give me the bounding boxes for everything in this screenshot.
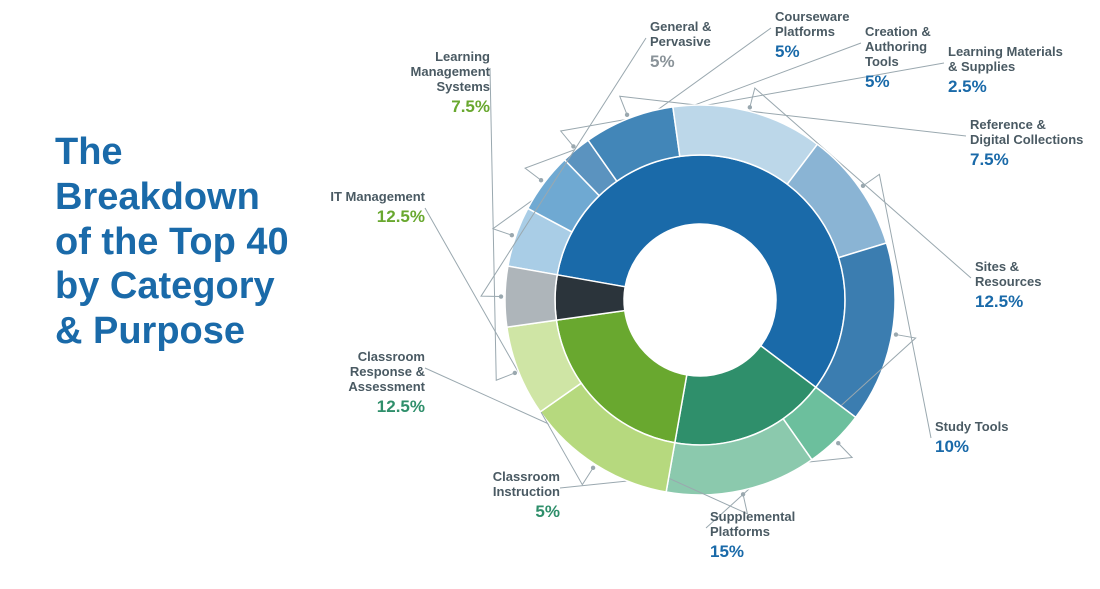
slice-name: Learning Management Systems <box>340 50 490 95</box>
sunburst-chart: Courseware Platforms5%Creation & Authori… <box>360 0 1100 589</box>
slice-label: Classroom Response & Assessment12.5% <box>275 350 425 416</box>
slice-name: Reference & Digital Collections <box>970 118 1100 148</box>
slice-label: General & Pervasive5% <box>650 20 800 71</box>
slice-percent: 5% <box>650 52 800 72</box>
slice-percent: 7.5% <box>340 97 490 117</box>
slice-label: Study Tools 10% <box>935 420 1085 456</box>
slice-name: Learning Materials & Supplies <box>948 45 1098 75</box>
slice-label: Reference & Digital Collections7.5% <box>970 118 1100 169</box>
slice-percent: 12.5% <box>975 292 1100 312</box>
slice-label: Sites & Resources12.5% <box>975 260 1100 311</box>
slice-percent: 7.5% <box>970 150 1100 170</box>
slice-name: IT Management <box>275 190 425 205</box>
slice-name: Classroom Response & Assessment <box>275 350 425 395</box>
slice-label: Classroom Instruction5% <box>410 470 560 521</box>
slice-name: Study Tools <box>935 420 1085 435</box>
slice-percent: 15% <box>710 542 860 562</box>
slice-name: Classroom Instruction <box>410 470 560 500</box>
slice-label: Learning Materials & Supplies2.5% <box>948 45 1098 96</box>
slice-label: Supplemental Platforms15% <box>710 510 860 561</box>
slice-percent: 10% <box>935 437 1085 457</box>
slice-label: IT Management 12.5% <box>275 190 425 226</box>
slice-name: Supplemental Platforms <box>710 510 860 540</box>
slice-name: Sites & Resources <box>975 260 1100 290</box>
slice-label: Learning Management Systems7.5% <box>340 50 490 116</box>
slice-percent: 2.5% <box>948 77 1098 97</box>
slice-percent: 12.5% <box>275 397 425 417</box>
slice-percent: 12.5% <box>275 207 425 227</box>
slice-percent: 5% <box>410 502 560 522</box>
slice-name: General & Pervasive <box>650 20 800 50</box>
